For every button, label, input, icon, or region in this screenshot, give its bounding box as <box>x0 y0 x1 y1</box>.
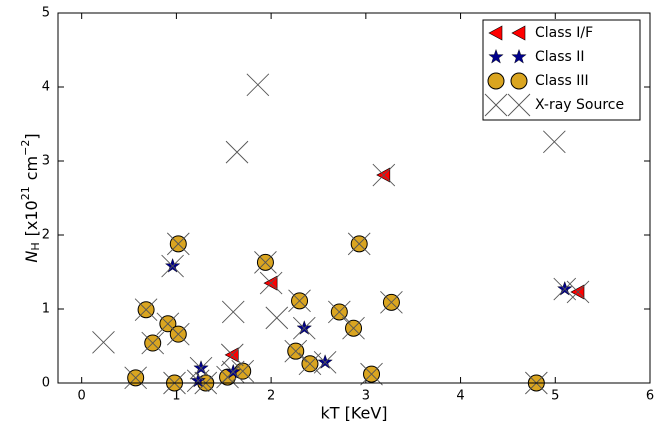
legend-label: Class III <box>535 73 589 89</box>
y-axis-label-part: ] <box>22 133 41 139</box>
legend-marker <box>511 25 526 41</box>
legend-marker <box>488 25 503 41</box>
legend-marker <box>484 93 508 117</box>
point <box>221 300 245 324</box>
y-axis-label-part: N <box>22 251 41 263</box>
point <box>566 280 590 304</box>
x-tick-label: 0 <box>78 389 86 404</box>
point <box>380 291 403 314</box>
point <box>347 232 371 256</box>
point <box>553 277 577 301</box>
point <box>189 356 213 380</box>
point <box>360 362 383 386</box>
legend-marker <box>487 72 505 90</box>
x-tick-label: 5 <box>551 389 559 404</box>
y-tick-label: 1 <box>42 302 50 317</box>
y-tick-label: 2 <box>42 228 50 243</box>
y-tick-label: 4 <box>42 80 50 95</box>
point <box>288 289 311 313</box>
y-axis-label-part: H <box>29 242 42 250</box>
point <box>292 316 316 340</box>
point <box>246 73 270 97</box>
point <box>313 350 337 374</box>
point <box>124 366 147 390</box>
point <box>166 322 190 346</box>
point <box>141 331 165 355</box>
point <box>296 320 312 335</box>
point <box>186 369 210 393</box>
legend-marker <box>488 48 504 64</box>
point <box>327 300 351 324</box>
y-tick-label: 3 <box>42 154 50 169</box>
legend-label: Class I/F <box>535 25 593 41</box>
point <box>372 163 396 187</box>
point <box>164 257 181 273</box>
x-tick-label: 1 <box>172 389 180 404</box>
point <box>221 360 245 384</box>
y-axis-label-part: 21 <box>19 186 32 200</box>
point <box>92 330 115 354</box>
x-axis-label: kT [KeV] <box>320 404 387 423</box>
legend-marker <box>507 93 531 117</box>
point <box>259 271 283 295</box>
point <box>193 360 209 375</box>
x-tick-label: 6 <box>646 389 654 404</box>
x-tick-label: 4 <box>456 389 464 404</box>
y-axis-label-part: cm <box>22 156 41 180</box>
point <box>254 251 277 274</box>
y-axis-label-part: −2 <box>19 140 32 156</box>
point <box>284 339 308 363</box>
point <box>342 316 365 340</box>
legend-marker <box>510 72 528 90</box>
legend-box <box>482 19 641 121</box>
y-axis-label-part: [x10 <box>22 200 41 236</box>
x-tick-label: 2 <box>267 389 275 404</box>
y-tick-label: 5 <box>42 6 50 21</box>
point <box>190 372 206 388</box>
plot-frame <box>57 12 651 384</box>
point <box>231 359 255 383</box>
point <box>298 352 322 376</box>
y-tick-label: 0 <box>42 376 50 391</box>
legend-label: Class II <box>535 49 585 65</box>
point <box>543 130 566 154</box>
point <box>166 232 190 256</box>
point <box>225 140 249 164</box>
y-axis-label: NH [x1021 cm−2] <box>19 133 42 262</box>
point <box>220 343 244 367</box>
legend-marker <box>511 48 527 64</box>
point <box>317 354 333 369</box>
legend-label: X-ray Source <box>535 97 624 113</box>
point <box>134 298 158 322</box>
x-tick-label: 3 <box>362 389 370 404</box>
point <box>557 280 573 296</box>
point <box>161 254 184 278</box>
point <box>265 306 289 330</box>
